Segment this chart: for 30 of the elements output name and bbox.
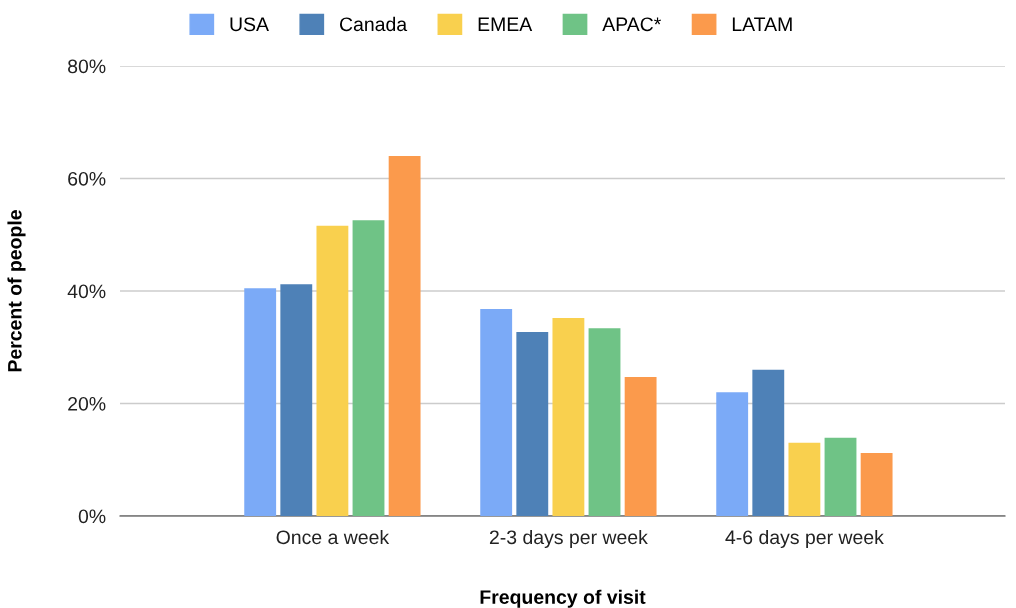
legend-label: EMEA (478, 17, 533, 31)
legend-label: APAC* (602, 17, 661, 32)
y-tick-label: 60% (68, 171, 106, 186)
bar (244, 288, 277, 516)
bar (716, 392, 749, 516)
bar (516, 332, 549, 516)
bar (860, 453, 893, 516)
y-tick-label: 40% (67, 284, 106, 299)
legend-label: Canada (339, 16, 408, 32)
bar (552, 318, 585, 516)
bar (480, 309, 513, 516)
y-tick-label: 20% (68, 396, 106, 411)
bar (280, 284, 313, 516)
bar (788, 442, 821, 516)
bar (316, 225, 349, 516)
x-tick-label: 4-6 days per week (725, 529, 884, 549)
x-axis-title: Frequency of visit (480, 589, 646, 608)
bar (824, 437, 857, 516)
y-tick-label: 0% (78, 509, 106, 524)
bar (588, 328, 621, 516)
x-tick-label: 2-3 days per week (489, 529, 648, 549)
bar (752, 369, 785, 516)
legend-label: USA (230, 17, 269, 32)
bar (388, 156, 421, 516)
bar (624, 377, 657, 516)
bar (352, 220, 385, 516)
x-tick-label: Once a week (276, 529, 390, 545)
y-axis-title: Percent of people (7, 210, 26, 372)
legend-label: LATAM (732, 17, 792, 31)
y-tick-label: 80% (68, 59, 106, 74)
